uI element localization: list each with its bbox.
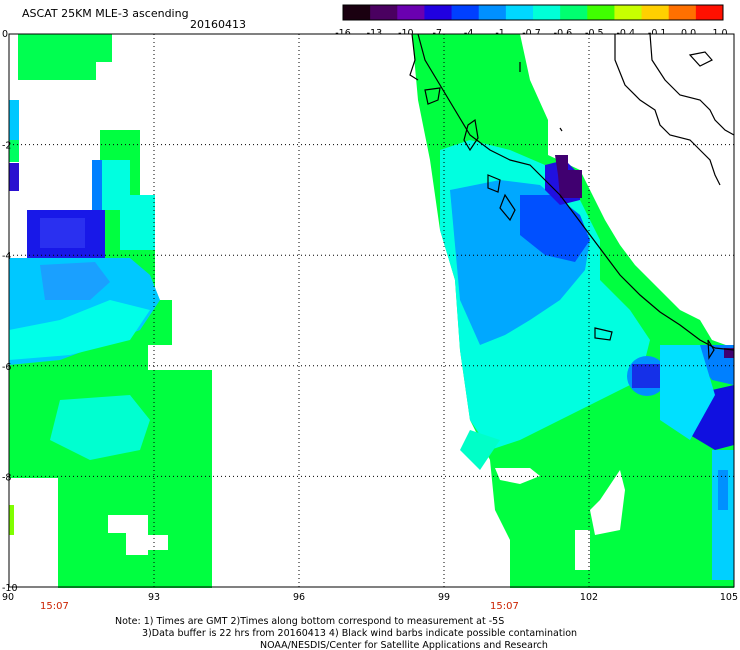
colorbar-swatch [478,5,507,20]
borneo-coast [649,33,735,136]
colorbar-swatches [343,5,724,20]
time-label-right: 15:07 [490,601,519,612]
y-tick-labels: 0 -2 -4 -6 -8 -10 [2,29,18,594]
right-blue-spot [632,364,662,388]
colorbar-swatch [587,5,615,20]
y-tick-label: -4 [2,251,11,262]
left-swath-green [9,130,212,588]
left-edge-violet [9,163,19,191]
y-tick-label: -10 [2,583,18,594]
wind-data-layer [9,34,734,588]
left-blue-strip [92,160,102,210]
y-tick-label: -8 [2,472,11,483]
colorbar-swatch [397,5,425,20]
right-violet-patch [555,155,582,198]
colorbar-swatch [695,5,724,20]
coastline [409,33,735,360]
x-tick-label: 90 [2,592,14,603]
colorbar-swatch [424,5,453,20]
sumatra-coast [417,33,735,351]
colorbar-swatch [370,5,398,20]
colorbar-frame [342,4,724,21]
left-cyan-lower [50,395,150,460]
left-top-green-block [18,34,112,80]
x-tick-labels: 90 93 96 99 102 105 [2,592,738,603]
footer-note-3: NOAA/NESDIS/Center for Satellite Applica… [260,640,548,650]
colorbar-swatch [641,5,670,20]
colorbar-swatch [533,5,561,20]
x-tick-label: 96 [293,592,305,603]
colorbar-swatch [614,5,643,20]
footer-note-1: Note: 1) Times are GMT 2)Times along bot… [115,616,504,627]
island-5 [424,87,441,105]
island-4 [594,327,613,341]
left-edge-cyan [9,100,19,140]
figure-date: 20160413 [190,18,246,31]
x-tick-label: 102 [580,592,598,603]
island-6 [707,339,715,360]
y-tick-label: -2 [2,141,11,152]
malay-coast [614,34,721,186]
colorbar-swatch [505,5,534,20]
footer-note-2: 3)Data buffer is 22 hrs from 20160413 4)… [142,628,577,639]
y-tick-label: -6 [2,362,11,373]
island-7 [688,51,713,67]
x-tick-label: 93 [148,592,160,603]
island-2 [487,174,501,193]
left-cyan-upper [100,160,155,250]
x-tick-label: 105 [720,592,738,603]
y-tick-label: 0 [2,29,8,40]
map-panel: 90 93 96 99 102 105 0 -2 -4 -6 -8 -10 15:07 15:07 [2,29,738,612]
time-label-left: 15:07 [40,601,69,612]
colorbar-swatch [451,5,480,20]
colorbar-swatch [668,5,697,20]
island-3 [499,193,516,222]
colorbar-swatch [560,5,588,20]
island-1 [463,118,479,152]
colorbar-swatch [343,5,371,20]
x-tick-label: 99 [438,592,450,603]
map-frame [8,33,735,588]
graticule [9,34,734,587]
figure-title: ASCAT 25KM MLE-3 ascending [22,7,189,20]
